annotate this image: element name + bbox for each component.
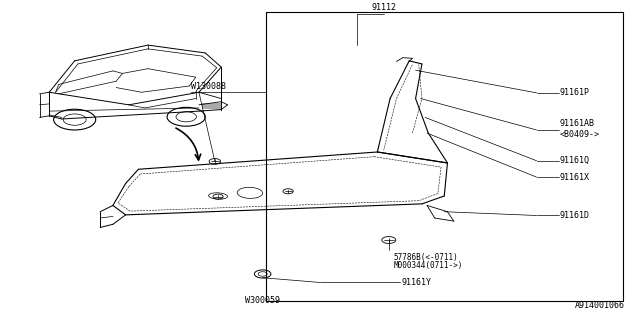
Text: 91161AB: 91161AB	[559, 119, 595, 128]
Text: 91161X: 91161X	[559, 172, 589, 182]
Text: 91161Y: 91161Y	[401, 278, 431, 287]
Text: 91161Q: 91161Q	[559, 156, 589, 165]
Text: <B0409->: <B0409->	[559, 130, 600, 139]
Text: 91161P: 91161P	[559, 88, 589, 97]
Bar	[266, 12, 623, 301]
Text: W130088: W130088	[191, 82, 227, 91]
Text: 91112: 91112	[371, 3, 396, 12]
Bar	[202, 103, 221, 108]
Text: W300059: W300059	[245, 296, 280, 305]
Text: M000344(0711->): M000344(0711->)	[394, 261, 463, 270]
Text: A914001066: A914001066	[575, 301, 625, 310]
Text: 91161D: 91161D	[559, 211, 589, 220]
Text: 57786B(<-0711): 57786B(<-0711)	[394, 252, 458, 261]
